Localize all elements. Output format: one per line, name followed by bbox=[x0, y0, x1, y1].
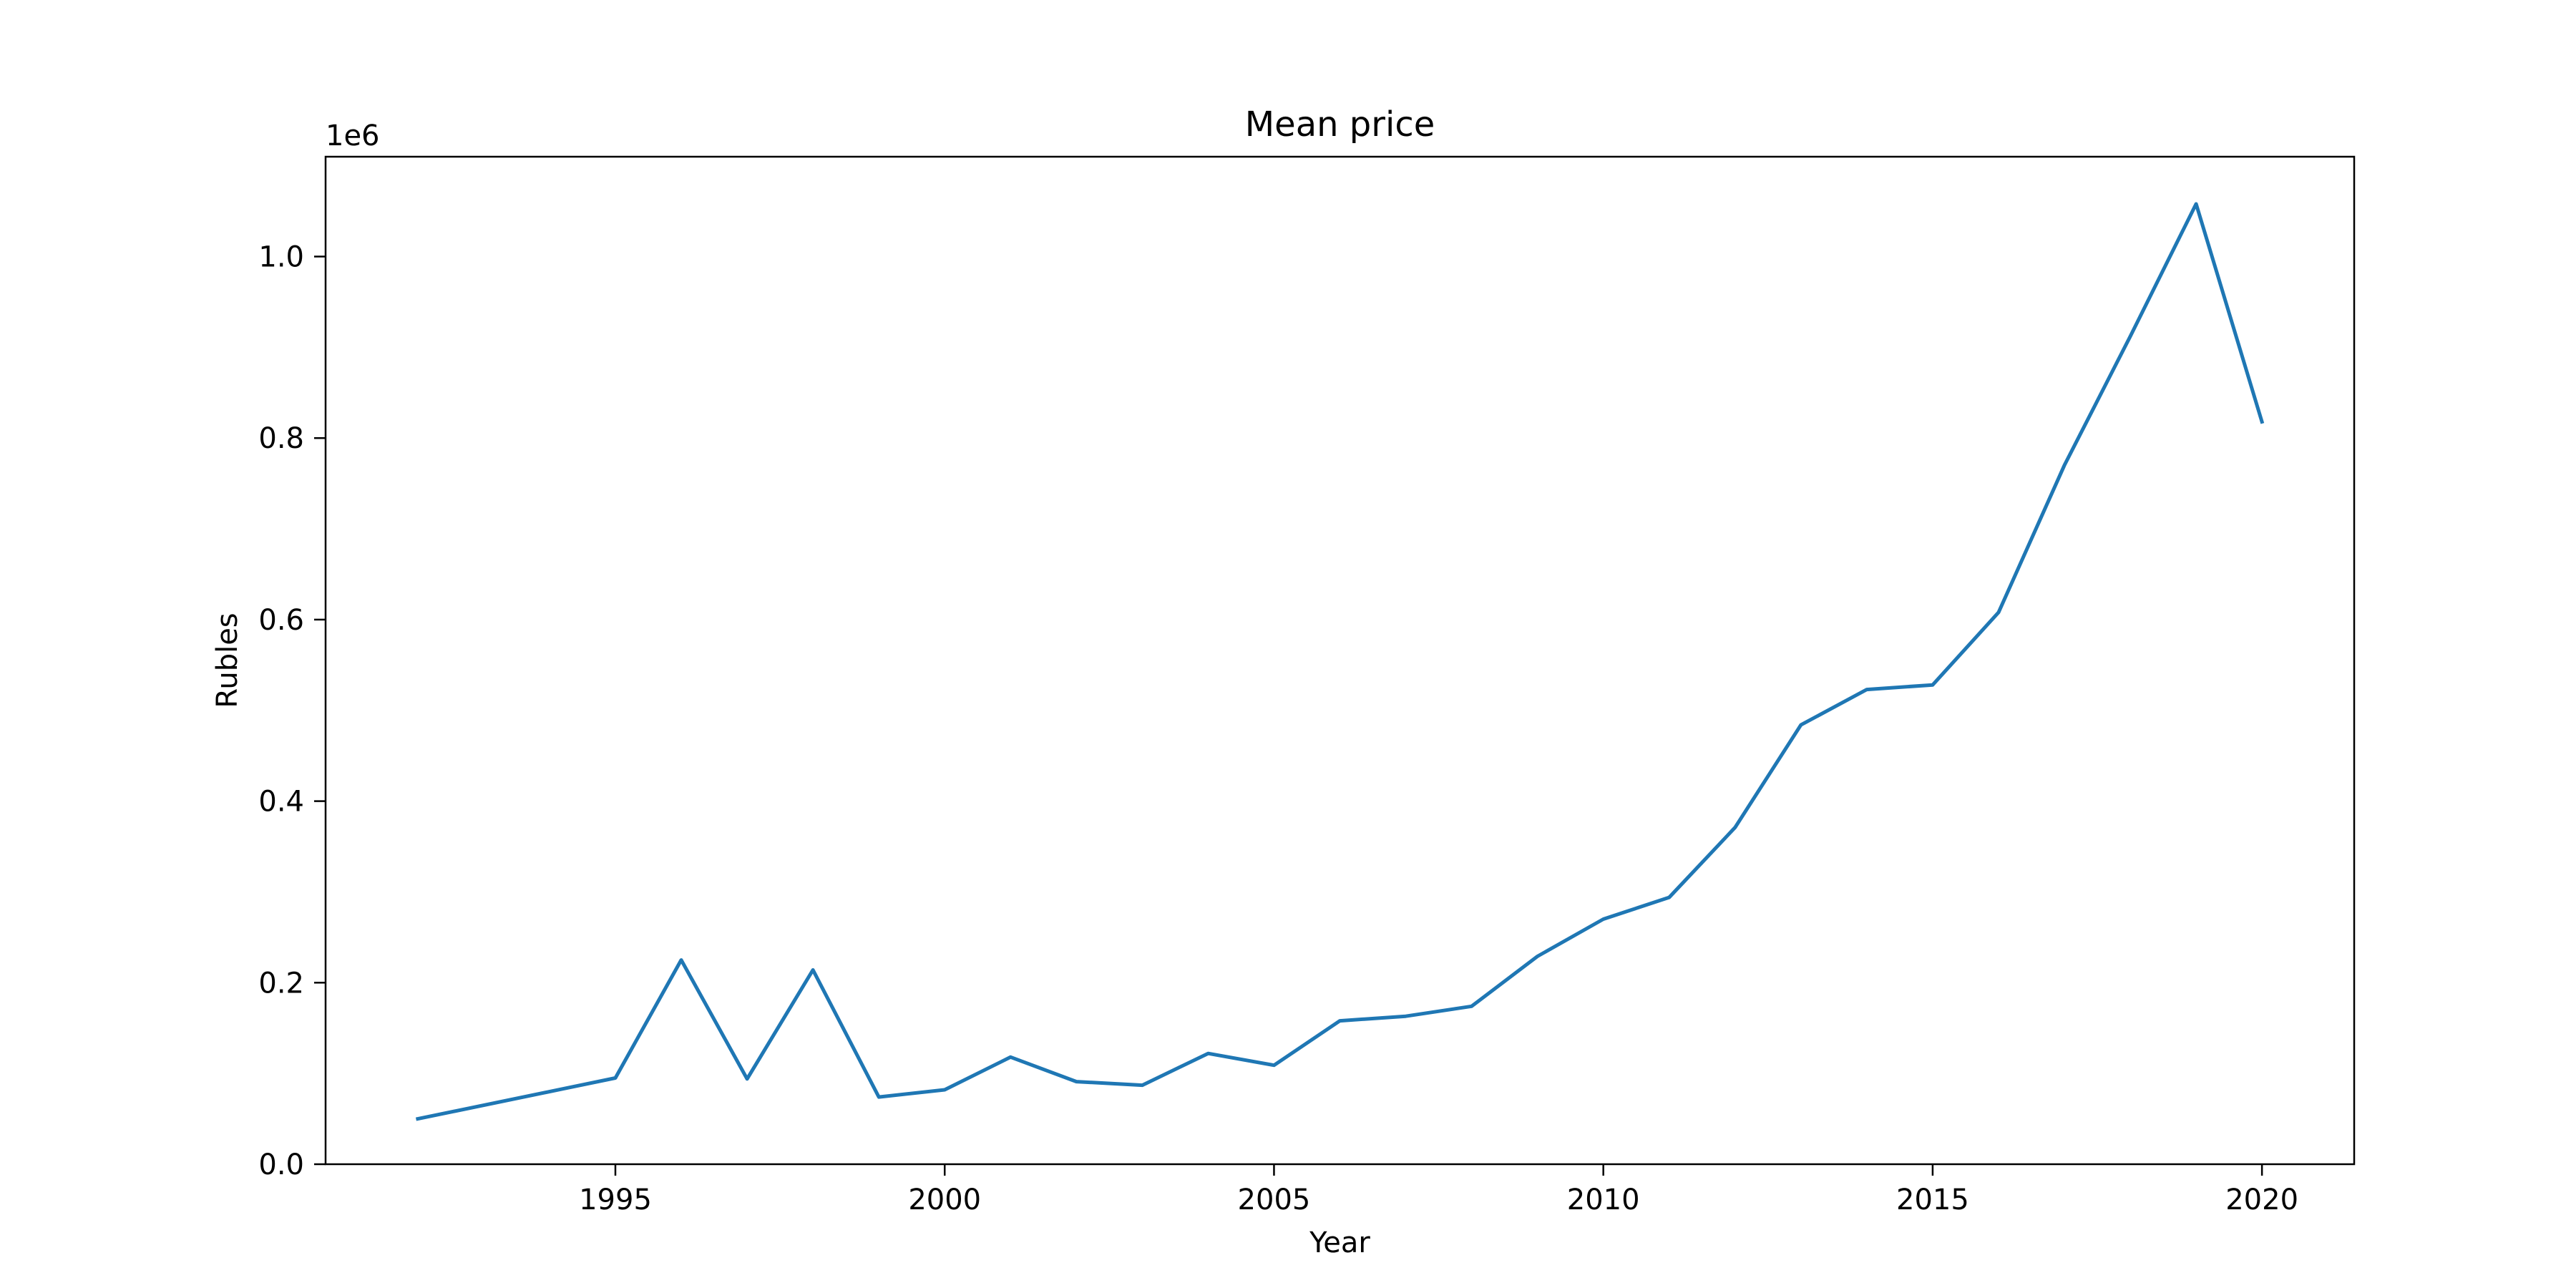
y-axis: 0.0 0.2 0.4 0.6 0.8 1.0 bbox=[258, 241, 326, 1181]
x-tick-label: 1995 bbox=[579, 1184, 652, 1216]
y-axis-label: Rubles bbox=[211, 613, 244, 708]
y-tick-label: 1.0 bbox=[258, 241, 304, 274]
y-tick-label: 0.4 bbox=[258, 786, 304, 819]
x-tick-label: 2010 bbox=[1567, 1184, 1640, 1216]
x-tick-label: 2020 bbox=[2225, 1184, 2298, 1216]
x-axis: 1995 2000 2005 2010 2015 2020 bbox=[579, 1164, 2298, 1216]
x-axis-label: Year bbox=[1309, 1226, 1370, 1259]
series-layer bbox=[415, 202, 2265, 1121]
x-tick-label: 2005 bbox=[1238, 1184, 1311, 1216]
x-tick-label: 2015 bbox=[1896, 1184, 1969, 1216]
x-tick-label: 2000 bbox=[908, 1184, 981, 1216]
series-line bbox=[415, 202, 2265, 1121]
y-tick-label: 0.6 bbox=[258, 604, 304, 637]
plot-area-frame bbox=[324, 155, 2356, 1166]
y-tick-label: 0.8 bbox=[258, 422, 304, 455]
y-tick-label: 0.0 bbox=[258, 1148, 304, 1181]
y-tick-label: 0.2 bbox=[258, 967, 304, 1000]
chart-title: Mean price bbox=[1245, 104, 1435, 145]
y-axis-offset-label: 1e6 bbox=[326, 119, 380, 152]
